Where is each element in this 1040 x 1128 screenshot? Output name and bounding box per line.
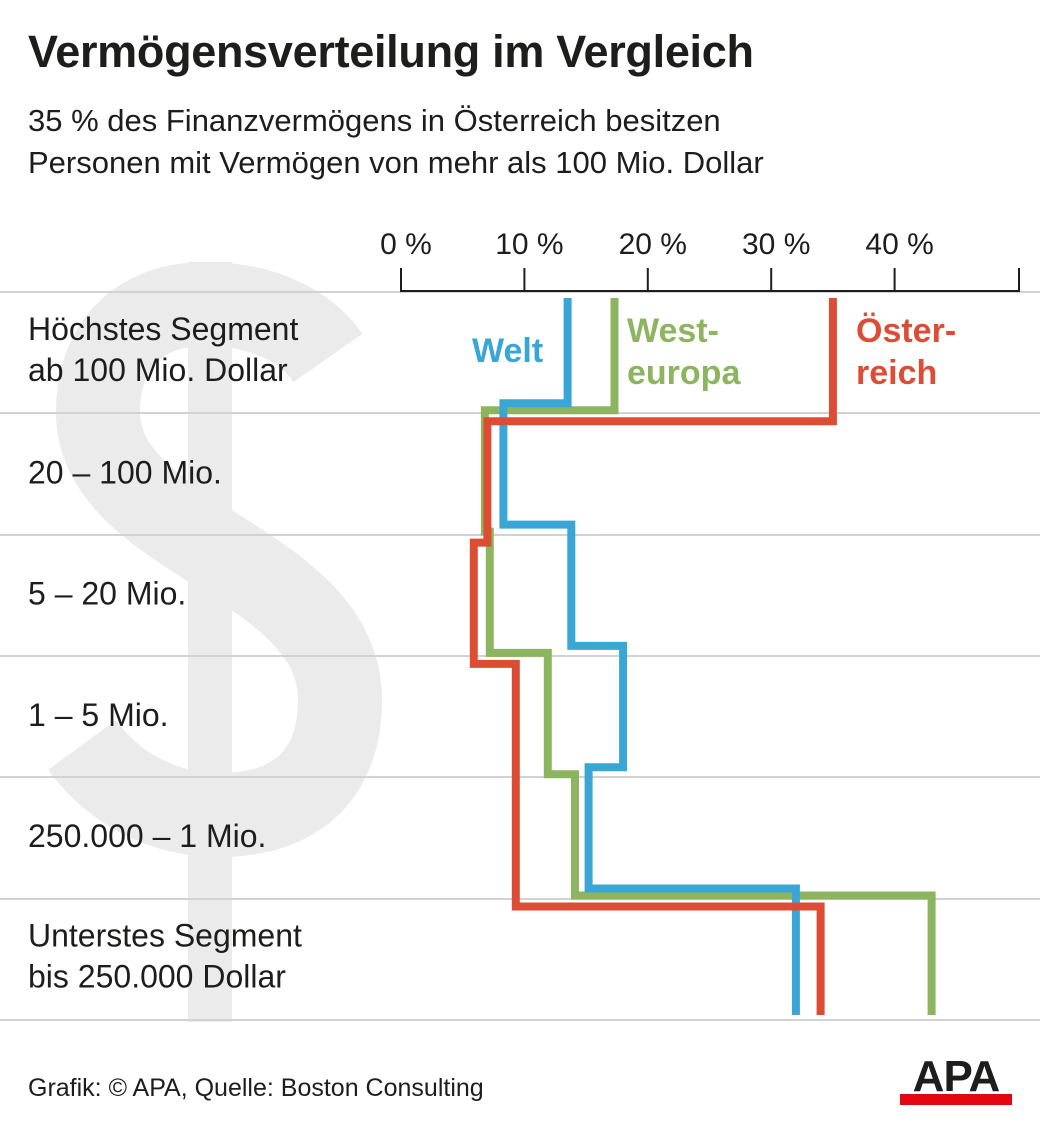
category-label: Unterstes Segment bis 250.000 Dollar	[28, 918, 302, 995]
category-label: Höchstes Segment ab 100 Mio. Dollar	[28, 311, 298, 388]
apa-logo: APA	[900, 1052, 1012, 1106]
x-tick-label: 0 %	[380, 228, 432, 261]
category-label: 20 – 100 Mio.	[28, 454, 222, 490]
series-label-westeuropa: West-europa	[627, 312, 741, 392]
category-label: 1 – 5 Mio.	[28, 697, 169, 733]
series-lines	[469, 298, 936, 1015]
category-labels: Höchstes Segment ab 100 Mio. Dollar 20 – 1…	[28, 311, 302, 995]
x-axis: 0 % 10 % 20 % 30 % 40 %	[380, 228, 1020, 292]
series-labels: Welt West-europa Öster-reich	[472, 312, 956, 392]
x-tick-label: 20 %	[619, 228, 687, 261]
category-label: 5 – 20 Mio.	[28, 576, 186, 612]
category-label: 250.000 – 1 Mio.	[28, 818, 266, 854]
x-tick-label: 10 %	[495, 228, 563, 261]
source-credit: Grafik: © APA, Quelle: Boston Consulting	[28, 1074, 484, 1102]
x-tick-label: 40 %	[865, 228, 933, 261]
chart-title: Vermögensverteilung im Vergleich	[28, 26, 754, 77]
apa-logo-bar	[900, 1094, 1012, 1105]
series-line-oesterreich	[469, 298, 837, 1015]
subtitle-line-2: Personen mit Vermögen von mehr als 100 M…	[28, 145, 764, 180]
chart-subtitle: 35 % des Finanzvermögens in Österreich b…	[28, 100, 764, 184]
apa-logo-text: APA	[912, 1052, 1001, 1101]
series-label-welt: Welt	[472, 332, 543, 370]
series-label-oesterreich: Öster-reich	[856, 312, 956, 392]
x-tick-label: 30 %	[742, 228, 810, 261]
background-layer	[48, 261, 383, 1022]
series-line-welt	[499, 298, 800, 1015]
dollar-sign-icon-bar	[188, 262, 232, 1022]
subtitle-line-1: 35 % des Finanzvermögens in Österreich b…	[28, 103, 721, 138]
